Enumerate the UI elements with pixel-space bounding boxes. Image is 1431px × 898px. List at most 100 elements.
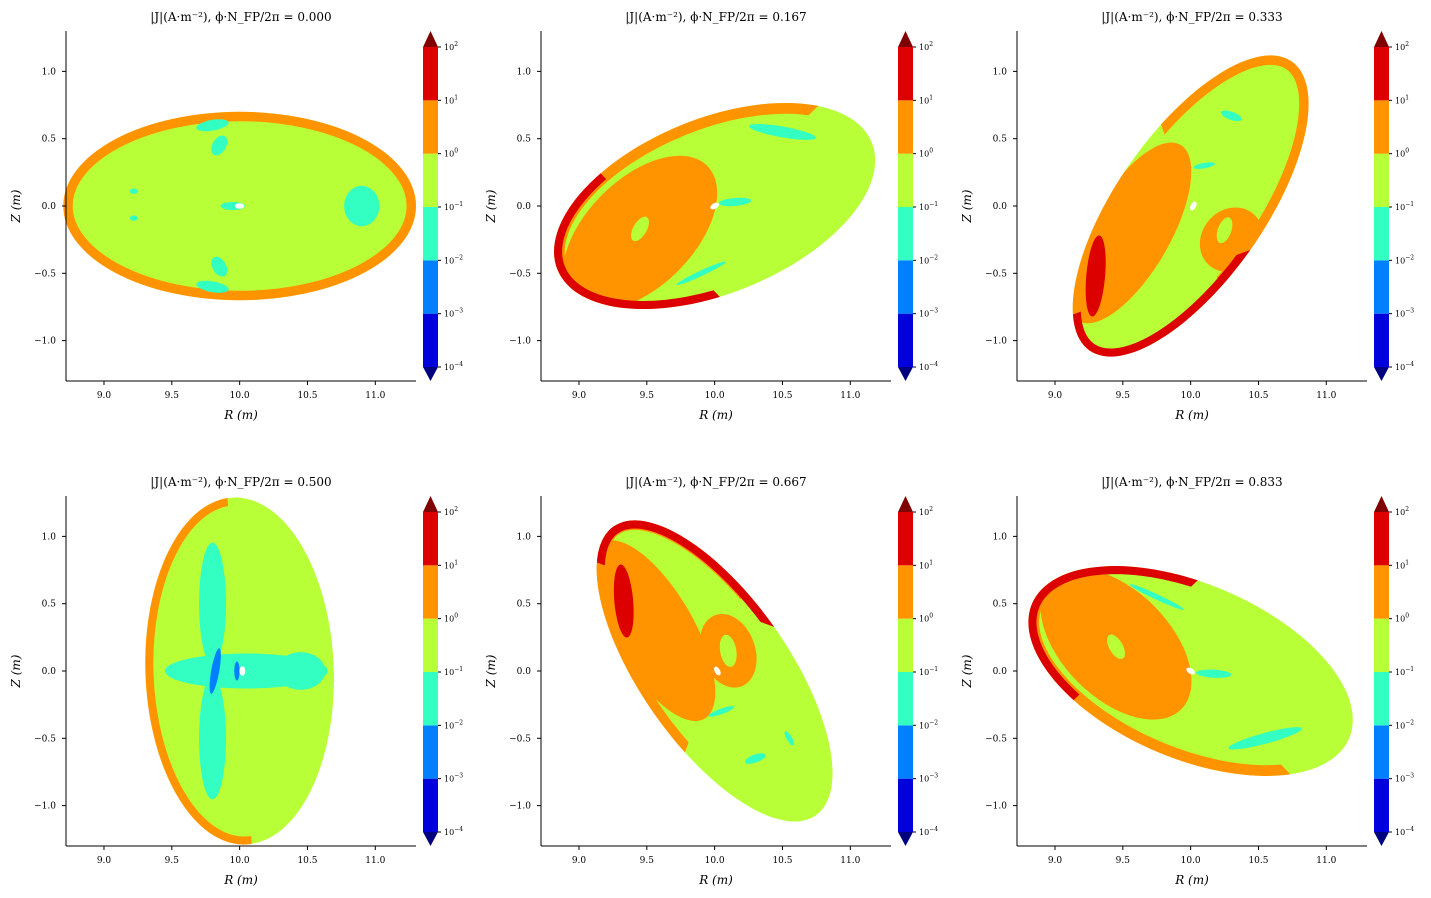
contour-region	[1221, 110, 1242, 122]
panel-title: |J|(A·m⁻²), ϕ·N_FP/2π = 0.333	[1101, 10, 1282, 24]
colorbar-tick-exponent: −1	[454, 201, 463, 208]
colorbar-tick-exponent: −2	[1405, 254, 1414, 261]
colorbar-tick-base: 10	[444, 96, 454, 105]
panel-title: |J|(A·m⁻²), ϕ·N_FP/2π = 0.167	[625, 10, 806, 24]
contour-region	[196, 119, 229, 132]
panel-title: |J|(A·m⁻²), ϕ·N_FP/2π = 0.833	[1101, 475, 1282, 489]
magnetic-axis-hole	[710, 202, 719, 210]
contour-region	[708, 706, 735, 717]
colorbar-tick-base: 10	[444, 150, 454, 159]
colorbar-band	[1374, 47, 1389, 101]
colorbar-band	[423, 47, 438, 101]
colorbar-tick-exponent: 0	[454, 613, 458, 620]
colorbar-tick-exponent: −3	[454, 773, 463, 780]
contour-region	[1193, 162, 1215, 169]
colorbar-band	[898, 512, 913, 566]
contour-fill	[139, 494, 340, 848]
colorbar-band	[423, 565, 438, 619]
colorbar-tick-label: 101	[919, 94, 933, 105]
colorbar-tick-base: 10	[919, 256, 929, 265]
x-tick-label: 10.5	[1248, 856, 1268, 866]
colorbar-tick-label: 100	[919, 613, 933, 624]
x-tick-label: 9.5	[640, 856, 655, 866]
colorbar-tick-label: 10−2	[919, 254, 938, 265]
magnetic-axis-hole	[714, 666, 721, 676]
colorbar-tick-label: 100	[919, 148, 933, 159]
colorbar-tick-label: 102	[444, 41, 458, 52]
colorbar-tick-exponent: −4	[929, 826, 938, 833]
colorbar-tick-exponent: 1	[929, 559, 933, 566]
colorbar-tick-exponent: 2	[454, 506, 458, 513]
colorbar-tick-label: 100	[444, 613, 458, 624]
colorbar-tick-base: 10	[1395, 310, 1405, 319]
x-axis-label: R (m)	[698, 408, 733, 422]
colorbar-tick-label: 101	[1395, 559, 1409, 570]
contour-fill	[1017, 555, 1364, 787]
colorbar-band	[1374, 207, 1389, 261]
x-axis-label: R (m)	[1174, 408, 1209, 422]
colorbar-tick-exponent: −1	[929, 666, 938, 673]
colorbar-tick-label: 10−1	[919, 201, 938, 212]
x-tick-label: 10.5	[772, 856, 792, 866]
x-tick-label: 9.0	[1048, 391, 1063, 401]
colorbar-tick-base: 10	[444, 775, 454, 784]
colorbar-tick-label: 101	[1395, 94, 1409, 105]
y-tick-label: −0.5	[509, 734, 531, 744]
y-axis-label: Z (m)	[484, 654, 498, 688]
colorbar-band	[898, 778, 913, 832]
y-tick-label: −0.5	[34, 734, 56, 744]
colorbar-tick-label: 10−4	[1395, 826, 1414, 837]
colorbar-tick-label: 10−4	[444, 826, 463, 837]
colorbar-tick-base: 10	[919, 310, 929, 319]
colorbar-tick-base: 10	[1395, 775, 1405, 784]
colorbar-band	[423, 313, 438, 367]
colorbar-band	[423, 725, 438, 779]
x-axis-label: R (m)	[698, 873, 733, 887]
colorbar-tick-base: 10	[444, 508, 454, 517]
colorbar-tick-base: 10	[444, 721, 454, 730]
colorbar-band	[1374, 565, 1389, 619]
colorbar-tick-base: 10	[444, 43, 454, 52]
y-tick-label: 0.0	[42, 667, 57, 677]
y-tick-label: −0.5	[985, 734, 1007, 744]
colorbar-under-extension	[1374, 367, 1389, 381]
colorbar-band	[898, 565, 913, 619]
y-tick-label: −1.0	[509, 337, 531, 347]
colorbar-tick-exponent: 2	[1405, 41, 1409, 48]
x-tick-label: 9.0	[97, 856, 112, 866]
y-tick-label: 1.0	[517, 532, 532, 542]
colorbar-tick-exponent: 0	[929, 613, 933, 620]
colorbar-tick-label: 10−4	[919, 361, 938, 372]
colorbar-tick-base: 10	[1395, 256, 1405, 265]
y-tick-label: −0.5	[34, 269, 56, 279]
colorbar-tick-label: 10−1	[919, 666, 938, 677]
colorbar-tick-label: 102	[919, 41, 933, 52]
x-tick-label: 9.5	[640, 391, 655, 401]
y-tick-label: 0.0	[517, 202, 532, 212]
contour-fill	[543, 92, 887, 320]
colorbar-tick-exponent: −1	[1405, 666, 1414, 673]
colorbar-band	[1374, 618, 1389, 672]
colorbar-tick-base: 10	[919, 43, 929, 52]
colorbar-tick-exponent: 2	[454, 41, 458, 48]
contour-region	[631, 216, 649, 242]
contour-region	[719, 634, 737, 667]
contour-region	[745, 753, 766, 764]
colorbar-band	[898, 47, 913, 101]
colorbar-band	[898, 100, 913, 154]
colorbar-tick-base: 10	[444, 363, 454, 372]
magnetic-axis-hole	[234, 203, 245, 209]
colorbar-tick-base: 10	[919, 775, 929, 784]
colorbar-band	[898, 153, 913, 207]
y-tick-label: 0.5	[42, 135, 57, 145]
contour-region	[344, 185, 380, 227]
colorbar-tick-base: 10	[1395, 43, 1405, 52]
colorbar-band	[1374, 512, 1389, 566]
